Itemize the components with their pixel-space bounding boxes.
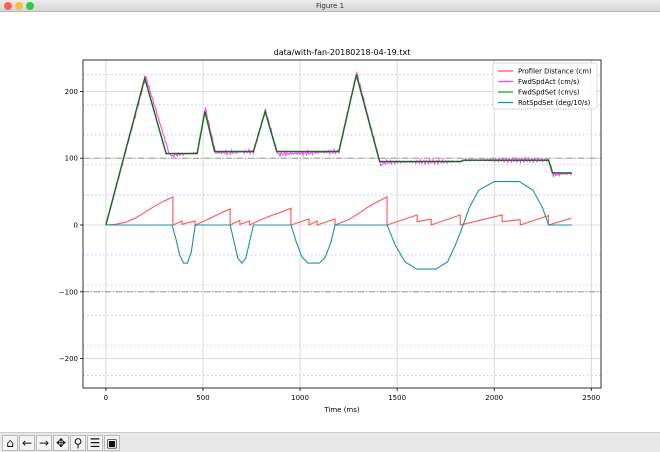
toolbar: ⌂ ← → ✥ ⚲ ☰ ▣ xyxy=(0,432,660,452)
zoom-window-button[interactable] xyxy=(26,2,34,10)
legend-label: RotSpdSet (deg/10/s) xyxy=(518,99,591,107)
legend xyxy=(492,62,598,110)
zoom-icon: ⚲ xyxy=(73,435,83,450)
y-tick-label: −100 xyxy=(59,288,78,296)
forward-arrow-button[interactable]: → xyxy=(36,434,52,451)
series-line-1 xyxy=(105,196,572,226)
x-tick-label: 0 xyxy=(104,394,108,402)
configure-subplots-button[interactable]: ☰ xyxy=(87,434,103,451)
chart: 0 500 1000 1500 2000 2500 −200 −100 0 100 200 data/… xyxy=(59,48,602,414)
configure-subplots-icon: ☰ xyxy=(89,435,101,450)
close-button[interactable] xyxy=(4,2,12,10)
x-axis-label: Time (ms) xyxy=(323,406,360,414)
x-tick-label: 2500 xyxy=(582,394,600,402)
window-titlebar: Figure 1 xyxy=(0,0,660,12)
pan-icon: ✥ xyxy=(55,435,67,450)
home-button[interactable]: ⌂ xyxy=(2,434,18,451)
y-tick-label: 0 xyxy=(74,222,78,230)
figure-canvas[interactable]: 0 500 1000 1500 2000 2500 −200 −100 0 100 200 data/… xyxy=(0,12,660,432)
pan-button[interactable]: ✥ xyxy=(53,434,69,451)
home-icon: ⌂ xyxy=(6,435,14,450)
minimize-button[interactable] xyxy=(15,2,23,10)
x-tick-label: 500 xyxy=(196,394,209,402)
legend-label: FwdSpdAct (cm/s) xyxy=(518,78,580,86)
window-title: Figure 1 xyxy=(315,2,345,10)
x-tick-label: 2000 xyxy=(485,394,503,402)
y-tick-label: −200 xyxy=(59,355,78,363)
save-button[interactable]: ▣ xyxy=(104,434,120,451)
forward-arrow-icon: → xyxy=(38,435,50,450)
series-line-overlay xyxy=(105,74,572,226)
plot-frame xyxy=(82,59,602,389)
legend-label: FwdSpdSet (cm/s) xyxy=(518,89,580,97)
x-tick-label: 1500 xyxy=(388,394,406,402)
y-tick-label: 200 xyxy=(65,88,78,96)
zoom-button[interactable]: ⚲ xyxy=(70,434,86,451)
chart-title: data/with-fan-20180218-04-19.txt xyxy=(274,48,411,57)
back-arrow-button[interactable]: ← xyxy=(19,434,35,451)
x-tick-label: 1000 xyxy=(291,394,309,402)
y-tick-label: 100 xyxy=(65,155,78,163)
back-arrow-icon: ← xyxy=(21,435,33,450)
legend-label: Profiler Distance (cm) xyxy=(518,68,592,76)
series-line-4 xyxy=(105,181,572,270)
save-icon: ▣ xyxy=(106,435,118,450)
